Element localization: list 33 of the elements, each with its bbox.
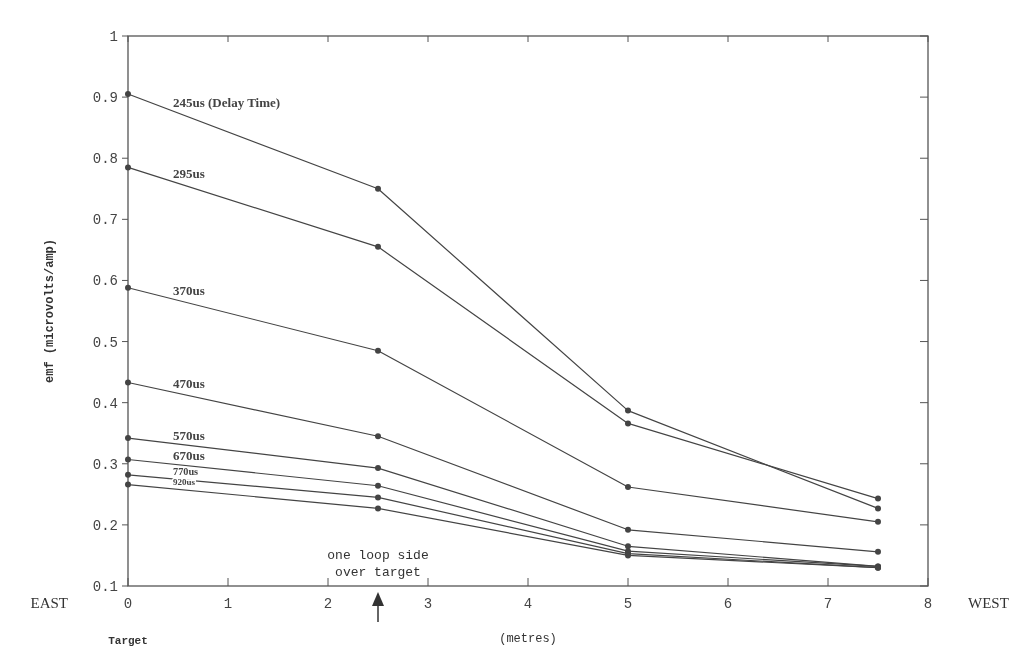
text: WEST bbox=[968, 595, 1009, 611]
y-tick-label: 0.6 bbox=[92, 273, 118, 290]
y-axis-title: emf (microvolts/amp) bbox=[43, 238, 57, 384]
y-tick-label: 0.8 bbox=[92, 151, 118, 168]
y-tick-label: 0.2 bbox=[92, 517, 118, 534]
y-tick-label: 0.4 bbox=[92, 395, 118, 412]
y-tick-label: 0.9 bbox=[92, 90, 118, 107]
x-tick-label: 5 bbox=[623, 596, 633, 612]
x-tick-label: 3 bbox=[423, 596, 433, 612]
x-tick-label: 4 bbox=[523, 596, 533, 612]
text: EAST bbox=[30, 595, 68, 611]
y-tick-label: 0.1 bbox=[92, 579, 118, 595]
x-tick-label: 0 bbox=[123, 596, 133, 612]
x-tick-label: 2 bbox=[323, 596, 333, 612]
series-label: 670us bbox=[173, 448, 205, 464]
text: Target bbox=[108, 635, 148, 647]
x-tick-label: 7 bbox=[823, 596, 833, 612]
series-label: 470us bbox=[173, 376, 205, 392]
y-tick-label: 1 bbox=[109, 29, 118, 45]
x-tick-label: 6 bbox=[723, 596, 733, 612]
y-tick-label: 0.3 bbox=[92, 456, 118, 473]
y-tick-label: 0.7 bbox=[92, 212, 118, 229]
series-label: 920us bbox=[173, 476, 196, 487]
x-tick-label: 8 bbox=[923, 596, 933, 612]
series-label: 370us bbox=[173, 283, 205, 299]
series-label: 770us bbox=[173, 465, 199, 477]
series-label: 570us bbox=[173, 427, 205, 443]
series-label: 245us (Delay Time) bbox=[173, 95, 281, 111]
annotation: one loop side over target bbox=[327, 548, 429, 580]
x-axis-title: (metres) bbox=[499, 632, 557, 646]
series-label: 295us bbox=[173, 165, 205, 181]
x-tick-label: 1 bbox=[223, 596, 233, 612]
y-tick-label: 0.5 bbox=[92, 334, 118, 351]
